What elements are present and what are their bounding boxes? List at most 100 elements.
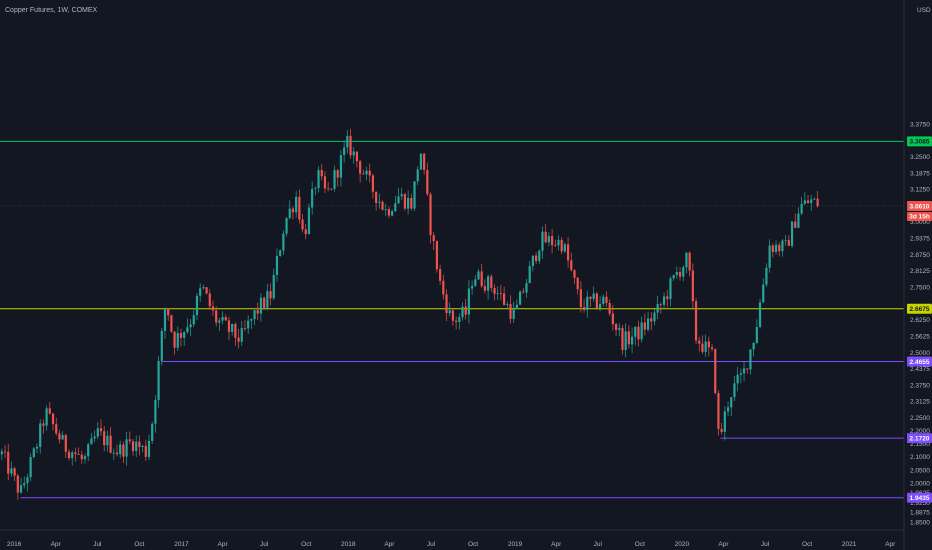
candle-body xyxy=(378,201,381,203)
candle-body xyxy=(506,304,509,305)
candle xyxy=(442,274,445,300)
candle xyxy=(384,203,387,216)
price-tick-label: 3.1875 xyxy=(910,170,930,177)
candle xyxy=(474,275,477,288)
candle-body xyxy=(784,240,787,241)
candle-body xyxy=(26,477,29,484)
candle xyxy=(570,252,573,272)
candle-body xyxy=(423,153,426,170)
candle xyxy=(659,302,662,314)
candle xyxy=(464,299,467,320)
candle-body xyxy=(211,306,215,311)
price-tick-label: 2.9375 xyxy=(910,236,930,243)
candle-body xyxy=(611,313,614,325)
candle xyxy=(32,446,35,459)
candle-body xyxy=(618,327,621,330)
candle xyxy=(675,266,678,279)
candle xyxy=(477,268,480,281)
candle-body xyxy=(570,260,573,271)
candle-body xyxy=(445,294,448,314)
candle-body xyxy=(813,198,816,200)
candle-body xyxy=(707,341,710,348)
time-tick-label: Jul xyxy=(594,541,603,548)
time-tick-label: Apr xyxy=(218,541,229,548)
candle-body xyxy=(774,244,778,252)
candle xyxy=(471,280,474,296)
candle-body xyxy=(816,198,819,206)
candle xyxy=(726,401,730,416)
candle-body xyxy=(99,428,103,432)
candles-layer xyxy=(0,128,819,500)
candle xyxy=(503,286,506,306)
candle xyxy=(618,323,621,337)
countdown-tag-bg xyxy=(907,211,932,221)
candle xyxy=(381,200,384,211)
candle xyxy=(496,286,499,300)
candle xyxy=(199,283,202,303)
candle xyxy=(608,299,611,317)
price-tick-label: 2.4375 xyxy=(910,366,930,373)
candle xyxy=(598,295,602,312)
time-axis[interactable]: 2016 Apr Jul Oct 2017 Apr Jul Oct 2018 Apr Jul Oct 2… xyxy=(0,529,904,548)
candle-body xyxy=(39,423,42,447)
candle xyxy=(771,243,774,258)
candle-body xyxy=(237,337,240,342)
candle xyxy=(39,419,42,454)
candle xyxy=(224,314,227,321)
candle-body xyxy=(349,135,352,156)
candle-body xyxy=(458,317,461,322)
candle xyxy=(579,281,582,313)
candle-body xyxy=(487,276,490,291)
candle-body xyxy=(435,241,439,270)
candle xyxy=(643,313,646,336)
candle-body xyxy=(662,296,666,305)
current-price-tag-text: 3.0610 xyxy=(910,203,930,210)
candle xyxy=(688,251,691,277)
candle xyxy=(192,308,195,328)
candle xyxy=(455,316,458,330)
candle xyxy=(176,326,179,352)
candle xyxy=(304,224,307,240)
candle-body xyxy=(192,315,195,325)
labels-layer: 3.3085 2.6675 2.4655 2.1720 1.9435 3.0610 3d 1… xyxy=(907,136,932,503)
candle-body xyxy=(672,275,675,279)
candle xyxy=(707,336,710,357)
candle xyxy=(423,152,426,175)
candle xyxy=(554,239,557,248)
candle xyxy=(237,328,240,349)
candle xyxy=(231,323,234,336)
candle-body xyxy=(634,326,637,337)
candle xyxy=(83,453,87,464)
candle-body xyxy=(499,293,503,295)
candle xyxy=(48,401,51,415)
candle-body xyxy=(32,448,35,458)
price-tick-label: 3.0000 xyxy=(910,219,930,226)
candle-body xyxy=(455,320,458,322)
candle xyxy=(253,309,256,326)
candle xyxy=(419,153,423,170)
candle-body xyxy=(256,310,259,314)
candle-body xyxy=(560,239,563,252)
candle-body xyxy=(295,196,298,213)
candle xyxy=(349,128,352,159)
candle-body xyxy=(429,194,432,236)
candle-body xyxy=(282,233,285,251)
candle xyxy=(151,421,154,444)
candle xyxy=(550,228,554,254)
candle xyxy=(263,296,266,310)
price-tick-label: 3.3750 xyxy=(910,121,930,128)
candle xyxy=(506,301,509,309)
candle-body xyxy=(179,332,183,338)
time-tick-label: Apr xyxy=(718,541,729,548)
price-axis[interactable]: 3.3750 3.2500 3.1875 3.1250 3.0000 2.9375 2.87… xyxy=(903,0,930,550)
candle-body xyxy=(279,250,282,256)
candle-body xyxy=(624,331,627,350)
candle-body xyxy=(333,170,336,189)
candle-body xyxy=(208,293,211,307)
candle xyxy=(266,283,269,311)
candle-body xyxy=(87,444,90,457)
candle xyxy=(531,255,534,272)
currency-label[interactable]: USD xyxy=(917,7,931,14)
candle-body xyxy=(375,191,378,203)
